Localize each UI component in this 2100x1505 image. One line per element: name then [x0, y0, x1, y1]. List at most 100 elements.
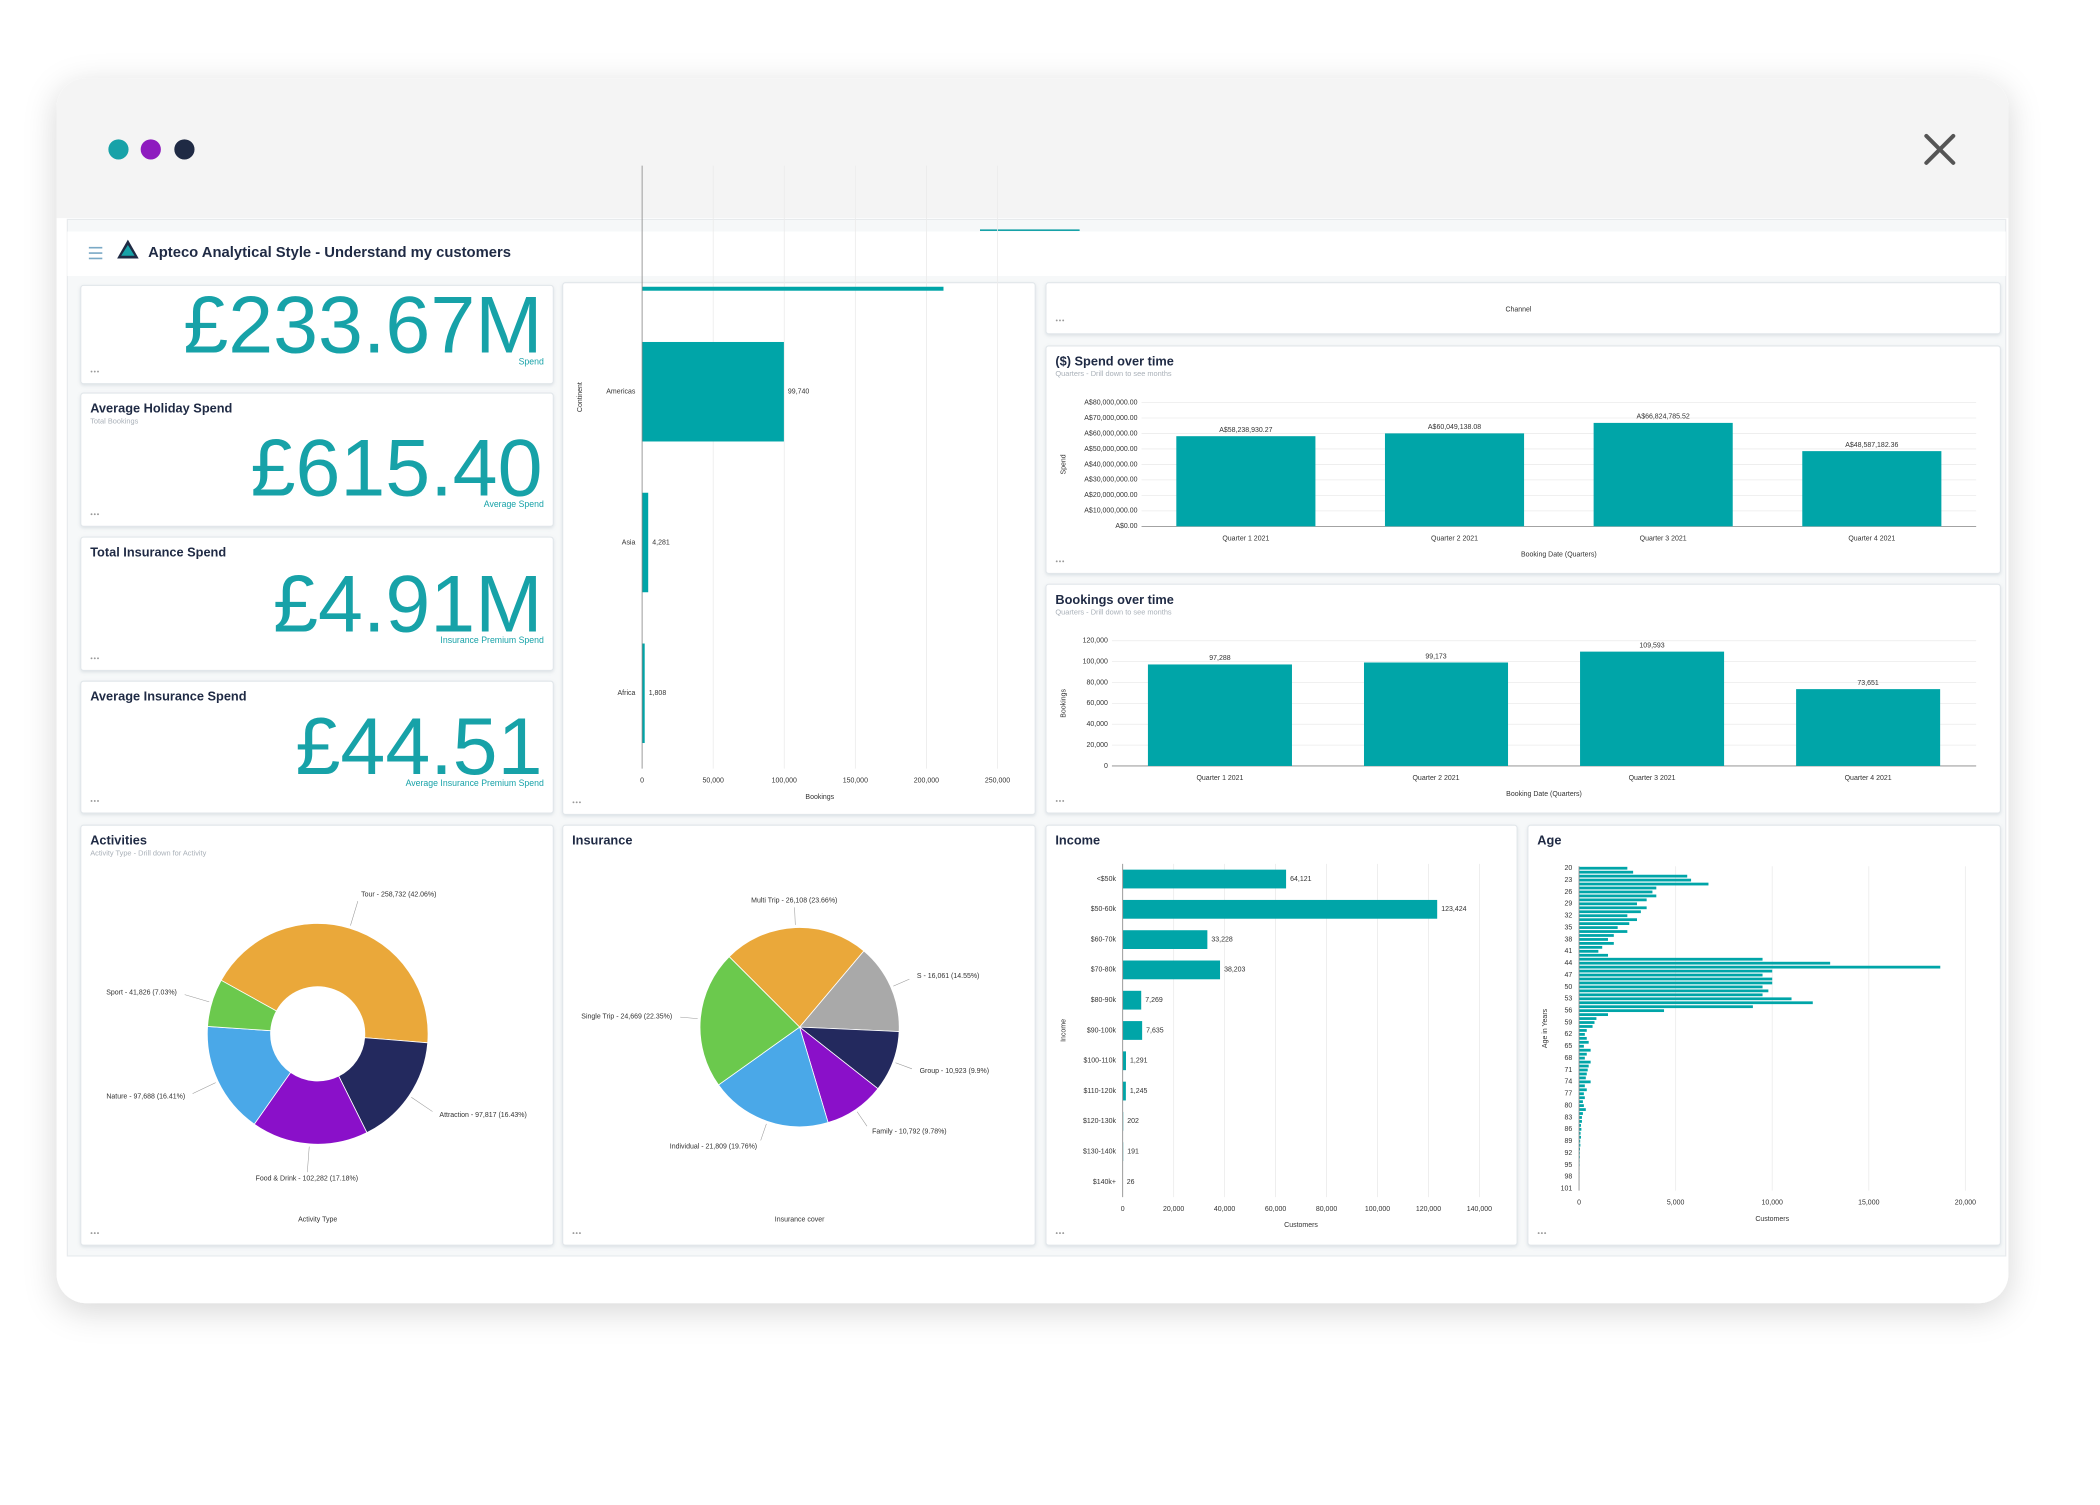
menu-dot [94, 657, 96, 659]
chart-title: Activities [90, 833, 147, 848]
y-tick-label: Americas [606, 389, 636, 396]
data-label: 1,245 [1130, 1088, 1148, 1095]
menu-dot [1056, 1232, 1058, 1234]
bar [1579, 1057, 1585, 1060]
bar [1123, 900, 1437, 919]
y-tick-label: A$70,000,000.00 [1084, 415, 1137, 422]
menu-dot [97, 657, 99, 659]
data-label: 109,593 [1639, 642, 1664, 649]
y-tick-label: <$50k [1097, 876, 1117, 883]
chart-title: Age [1537, 833, 1561, 848]
y-tick-label: $50-60k [1091, 906, 1117, 913]
bar [1594, 423, 1733, 526]
bar [1579, 1108, 1586, 1111]
x-axis-label: Booking Date (Quarters) [1506, 791, 1582, 798]
y-tick-label: 95 [1565, 1162, 1573, 1169]
data-label: 33,228 [1211, 936, 1232, 943]
bar [1579, 1092, 1584, 1095]
bar [1579, 1116, 1582, 1119]
dashboard-title: Apteco Analytical Style - Understand my … [148, 245, 511, 261]
x-tick-label: Quarter 3 2021 [1629, 775, 1676, 782]
bar [1579, 1009, 1664, 1012]
y-tick-label: A$10,000,000.00 [1084, 508, 1137, 515]
bar [1579, 986, 1763, 989]
bar [1579, 966, 1940, 969]
y-tick-label: A$80,000,000.00 [1084, 399, 1137, 406]
bar [1579, 879, 1691, 882]
bar [1579, 871, 1633, 874]
menu-dot [1062, 560, 1064, 562]
y-tick-label: 65 [1565, 1043, 1573, 1050]
bar [1796, 689, 1940, 766]
x-tick-label: 150,000 [843, 778, 868, 785]
y-tick-label: A$50,000,000.00 [1084, 446, 1137, 453]
y-tick-label: 53 [1565, 996, 1573, 1003]
bar [1123, 1051, 1126, 1070]
x-tick-label: 50,000 [703, 778, 724, 785]
x-axis-label: Bookings [805, 794, 834, 801]
bar [1579, 958, 1763, 961]
data-label: 7,635 [1146, 1027, 1164, 1034]
y-tick-label: 92 [1565, 1150, 1573, 1157]
bar [1385, 433, 1524, 526]
bar [1123, 1021, 1142, 1040]
panel-menu[interactable] [1056, 319, 1064, 321]
menu-dot [579, 801, 581, 803]
y-tick-label: 74 [1565, 1079, 1573, 1086]
data-label: A$60,049,138.08 [1428, 424, 1481, 431]
menu-dot [579, 1232, 581, 1234]
window-dot [108, 139, 128, 159]
y-tick-label: 20,000 [1087, 742, 1108, 749]
y-tick-label: Asia [622, 539, 636, 546]
y-tick-label: 120,000 [1083, 638, 1108, 645]
chart-title: ($) Spend over time [1055, 353, 1173, 368]
chart-subtitle: Activity Type - Drill down for Activity [90, 848, 206, 857]
y-tick-label: 86 [1565, 1126, 1573, 1133]
bar [1579, 891, 1652, 894]
x-axis-label: Booking Date (Quarters) [1521, 551, 1597, 558]
x-tick-label: 200,000 [914, 778, 939, 785]
y-tick-label: 20 [1565, 865, 1573, 872]
data-label: 73,651 [1857, 680, 1878, 687]
bar [1579, 946, 1602, 949]
y-tick-label: 44 [1565, 960, 1573, 967]
y-tick-label: Africa [618, 690, 636, 697]
kpi-label: Insurance Premium Spend [440, 635, 544, 645]
bar [642, 493, 648, 593]
y-axis-label: Spend [1060, 454, 1067, 474]
bar [1579, 1021, 1594, 1024]
bar [1579, 942, 1614, 945]
y-axis-label: Bookings [1060, 688, 1067, 717]
bar [1123, 930, 1208, 949]
menu-dot [91, 1232, 93, 1234]
bar [1579, 974, 1763, 977]
slice-label: Group - 10,923 (9.9%) [920, 1068, 990, 1075]
bar [1364, 662, 1508, 765]
x-tick-label: Quarter 1 2021 [1222, 535, 1269, 542]
bar [1579, 1061, 1591, 1064]
x-tick-label: 0 [1577, 1200, 1581, 1207]
bar [1579, 1037, 1587, 1040]
slice-label: S - 16,061 (14.55%) [917, 973, 980, 980]
bar [1579, 982, 1772, 985]
window-titlebar [57, 78, 2009, 218]
y-tick-label: $120-130k [1083, 1118, 1117, 1125]
y-tick-label: 62 [1565, 1031, 1573, 1038]
bar [1579, 1065, 1589, 1068]
chart-subtitle: Quarters - Drill down to see months [1055, 369, 1172, 378]
bar [1579, 934, 1614, 937]
bar [1579, 978, 1772, 981]
bar [1579, 1073, 1587, 1076]
chart-title: Insurance [572, 833, 632, 848]
kpi-title: Average Holiday Spend [90, 401, 232, 416]
bar [1579, 1077, 1586, 1080]
x-tick-label: 40,000 [1214, 1206, 1235, 1213]
y-tick-label: 50 [1565, 984, 1573, 991]
menu-dot [94, 1232, 96, 1234]
bar [1580, 652, 1724, 766]
y-tick-label: 60,000 [1087, 700, 1108, 707]
menu-dot [1059, 560, 1061, 562]
bar [1123, 991, 1142, 1010]
y-tick-label: $90-100k [1087, 1027, 1117, 1034]
